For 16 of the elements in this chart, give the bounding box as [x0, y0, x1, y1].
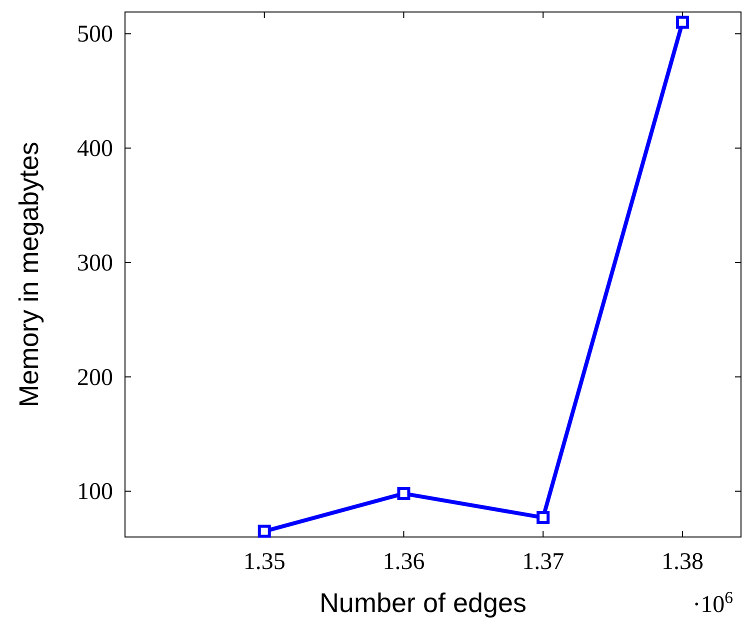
- point: [676, 16, 689, 29]
- y-tick-label: 500: [77, 22, 113, 48]
- point: [536, 511, 550, 524]
- x-tick-label: 1.37: [522, 549, 564, 575]
- y-tick-label: 400: [77, 136, 113, 162]
- x-tick-label: 1.38: [661, 549, 704, 575]
- y-tick-label: 200: [77, 364, 113, 391]
- x-tick-label: 1.36: [382, 549, 425, 575]
- y-tick-label: 300: [77, 250, 113, 276]
- y-tick-label: 100: [77, 479, 113, 506]
- x-axis-title: Number of edges: [319, 588, 527, 618]
- text: ·10$^{6}$: [692, 588, 733, 618]
- x-tick-label: 1.35: [243, 549, 286, 575]
- y-axis-title: Memory in megabytes: [14, 142, 44, 408]
- point: [258, 524, 271, 538]
- point: [397, 487, 410, 500]
